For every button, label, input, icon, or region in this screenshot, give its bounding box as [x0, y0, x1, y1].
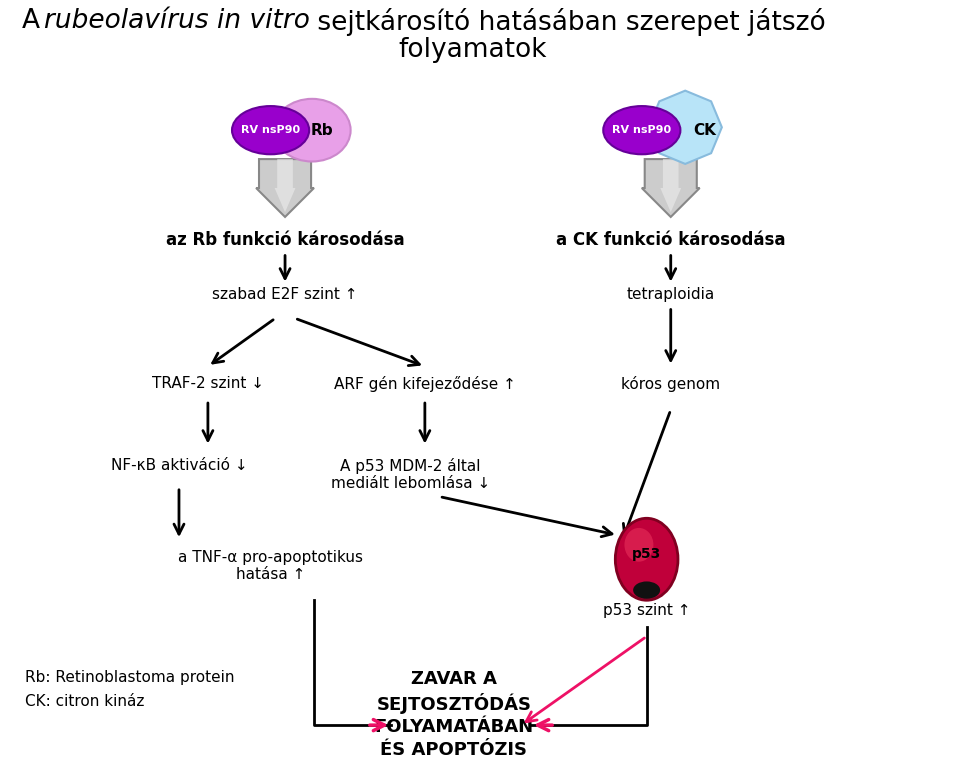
- Ellipse shape: [634, 581, 660, 599]
- Text: CK: citron kináz: CK: citron kináz: [25, 694, 144, 709]
- Ellipse shape: [232, 106, 309, 154]
- Text: RV nsP90: RV nsP90: [241, 125, 300, 135]
- Text: az Rb funkció károsodása: az Rb funkció károsodása: [166, 231, 404, 249]
- Ellipse shape: [624, 528, 654, 562]
- Text: ARF gén kifejeződése ↑: ARF gén kifejeződése ↑: [334, 376, 516, 392]
- Text: A p53 MDM-2 által
mediált lebomlása ↓: A p53 MDM-2 által mediált lebomlása ↓: [331, 458, 490, 491]
- Text: CK: CK: [693, 122, 716, 138]
- Polygon shape: [649, 91, 722, 164]
- Text: tetraploidia: tetraploidia: [627, 287, 715, 303]
- Text: folyamatok: folyamatok: [398, 36, 547, 63]
- Polygon shape: [275, 159, 296, 212]
- Text: a CK funkció károsodása: a CK funkció károsodása: [556, 231, 785, 249]
- Text: Rb: Rb: [310, 122, 333, 138]
- Polygon shape: [660, 159, 682, 212]
- Text: NF-κB aktiváció ↓: NF-κB aktiváció ↓: [110, 458, 248, 473]
- Text: szabad E2F szint ↑: szabad E2F szint ↑: [212, 287, 358, 303]
- Text: rubeolavírus in vitro: rubeolavírus in vitro: [44, 8, 310, 34]
- Text: p53: p53: [632, 547, 661, 561]
- Text: A: A: [22, 8, 48, 34]
- Text: kóros genom: kóros genom: [621, 376, 720, 392]
- Text: a TNF-α pro-apoptotikus
hatása ↑: a TNF-α pro-apoptotikus hatása ↑: [179, 550, 363, 582]
- Text: sejtkárosító hatásában szerepet játszó: sejtkárosító hatásában szerepet játszó: [309, 8, 826, 36]
- Text: p53 szint ↑: p53 szint ↑: [603, 603, 690, 618]
- Ellipse shape: [603, 106, 681, 154]
- Polygon shape: [256, 159, 314, 217]
- Text: TRAF-2 szint ↓: TRAF-2 szint ↓: [152, 376, 264, 391]
- Text: RV nsP90: RV nsP90: [612, 125, 671, 135]
- Text: Rb: Retinoblastoma protein: Rb: Retinoblastoma protein: [25, 670, 234, 685]
- Polygon shape: [642, 159, 700, 217]
- Ellipse shape: [615, 519, 678, 601]
- Ellipse shape: [274, 99, 350, 162]
- Text: ZAVAR A
SEJTOSZTÓDÁS
FOLYAMATÁBAN
ÉS APOPTÓZIS: ZAVAR A SEJTOSZTÓDÁS FOLYAMATÁBAN ÉS APO…: [374, 670, 534, 759]
